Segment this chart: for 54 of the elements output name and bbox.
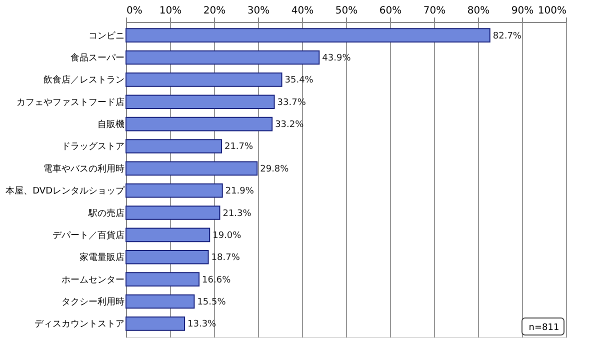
data-label: 33.7% bbox=[277, 98, 306, 108]
bar bbox=[126, 294, 195, 309]
data-label: 29.8% bbox=[260, 164, 290, 174]
x-tick-label: 90% bbox=[511, 6, 534, 16]
x-tick-label: 10% bbox=[159, 6, 182, 16]
bar bbox=[126, 116, 273, 132]
data-label: 35.4% bbox=[284, 76, 314, 86]
x-tick-label: 0% bbox=[126, 6, 142, 16]
data-label: 19.0% bbox=[212, 230, 242, 241]
x-tick-label: 40% bbox=[291, 6, 314, 16]
y-tick-label: 食品スーパー bbox=[70, 52, 124, 64]
data-label: 21.9% bbox=[225, 186, 254, 197]
bar bbox=[126, 183, 223, 198]
x-tick-label: 70% bbox=[423, 6, 446, 16]
y-tick-label: カフェやファストフード店 bbox=[16, 96, 124, 108]
data-label: 13.3% bbox=[188, 320, 217, 330]
bar bbox=[126, 28, 490, 42]
x-tick-label: 20% bbox=[203, 6, 226, 16]
y-tick-label: タクシー利用時 bbox=[62, 296, 124, 308]
y-tick-label: ディスカウントストア bbox=[34, 320, 124, 330]
bar bbox=[126, 206, 220, 220]
y-tick-label: ホームセンター bbox=[62, 275, 124, 286]
bar bbox=[126, 72, 282, 87]
bar bbox=[126, 228, 210, 242]
bar bbox=[126, 139, 222, 154]
data-label: 82.7% bbox=[492, 31, 522, 42]
data-label: 43.9% bbox=[322, 53, 352, 64]
annotation: n=811 bbox=[528, 323, 560, 333]
bar bbox=[126, 94, 275, 110]
x-tick-label: 100% bbox=[538, 6, 566, 16]
y-tick-label: ドラッグストア bbox=[62, 141, 124, 152]
x-tick-label: 30% bbox=[247, 6, 270, 16]
y-tick-label: デパート／百貨店 bbox=[52, 230, 124, 241]
y-tick-label: コンビニ bbox=[88, 30, 124, 42]
data-label: 33.2% bbox=[275, 120, 304, 130]
data-label: 21.3% bbox=[222, 208, 252, 219]
bar bbox=[126, 316, 186, 331]
y-tick-label: 電車やバスの利用時 bbox=[44, 163, 124, 174]
y-tick-label: 家電量販店 bbox=[80, 252, 124, 264]
x-tick-label: 50% bbox=[335, 6, 358, 16]
data-label: 21.7% bbox=[224, 142, 254, 152]
x-tick-label: 60% bbox=[379, 6, 402, 16]
bar bbox=[126, 272, 200, 286]
bar bbox=[126, 250, 209, 264]
data-label: 18.7% bbox=[211, 253, 240, 264]
y-tick-label: 飲食店／レストラン bbox=[44, 74, 124, 86]
y-tick-label: 駅の売店 bbox=[88, 208, 124, 219]
data-label: 16.6% bbox=[202, 275, 232, 286]
data-label: 15.5% bbox=[197, 298, 226, 308]
x-tick-label: 80% bbox=[467, 6, 490, 16]
bar bbox=[126, 50, 320, 65]
bar bbox=[126, 161, 258, 176]
y-tick-label: 本屋、DVDレンタルショップ bbox=[6, 186, 126, 197]
y-tick-label: 自販機 bbox=[98, 119, 124, 130]
